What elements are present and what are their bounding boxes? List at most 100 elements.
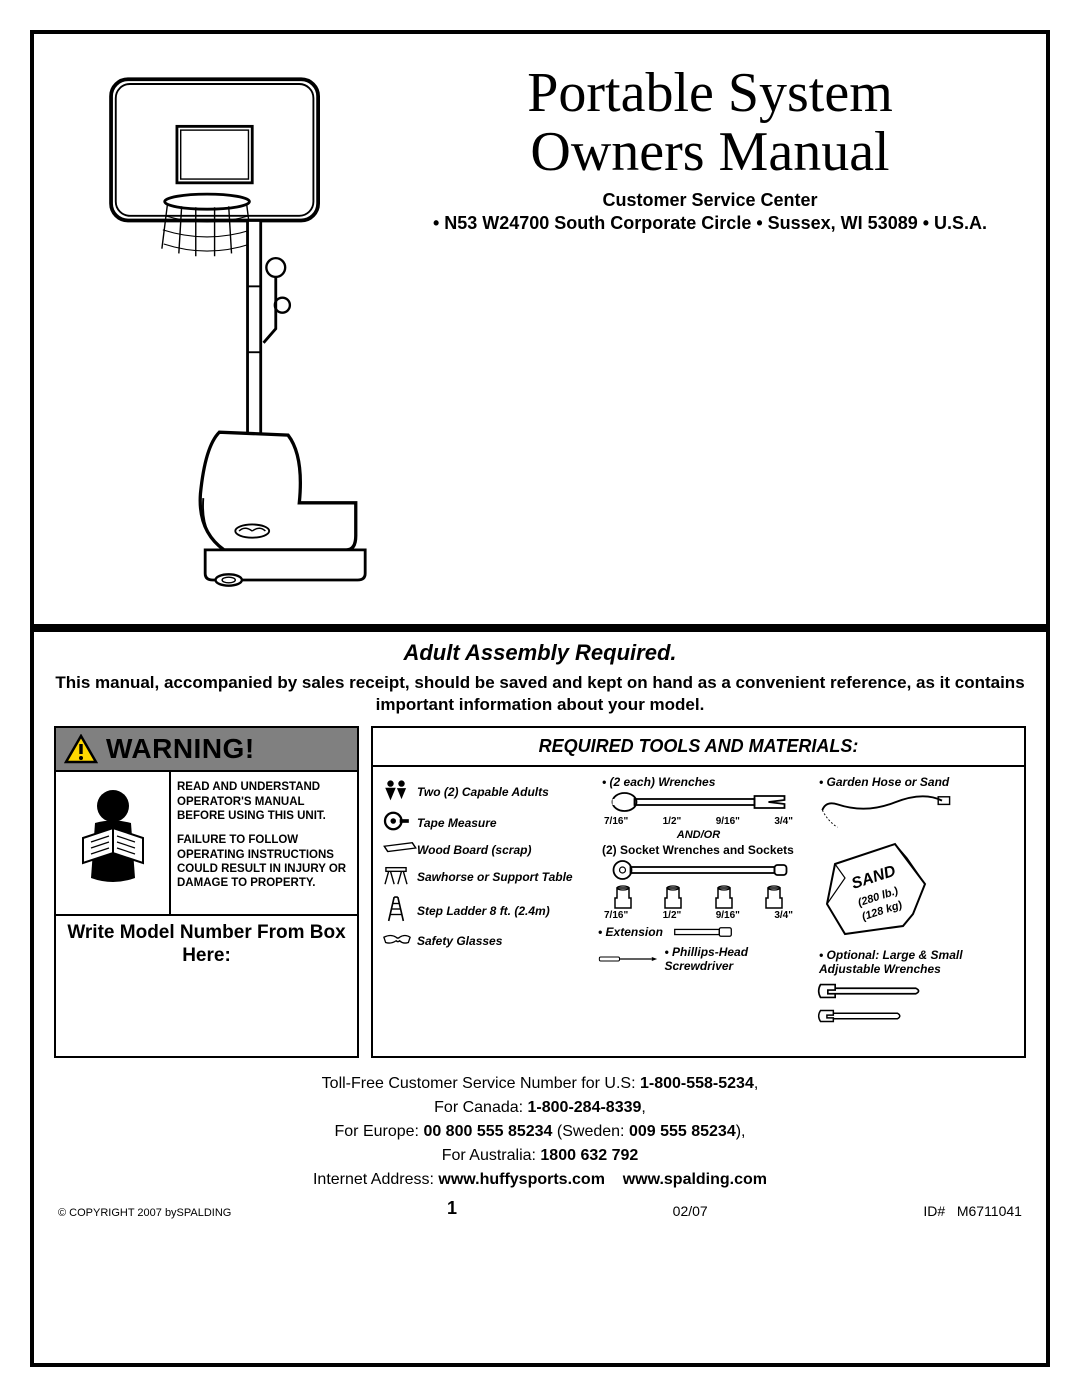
garden-hose-icon	[815, 793, 955, 831]
size-2a: 7/16"	[604, 910, 628, 921]
tool-phillips-label: • Phillips-Head Screwdriver	[665, 945, 800, 973]
phone-ca-line: For Canada: 1-800-284-8339,	[34, 1096, 1046, 1120]
sand-bag-illustration: SAND (280 lb.) (128 kg)	[815, 834, 935, 944]
tool-ladder: Step Ladder 8 ft. (2.4m)	[381, 895, 582, 926]
phone-au-line: For Australia: 1800 632 792	[34, 1144, 1046, 1168]
phone-au-prefix: For Australia:	[442, 1147, 541, 1164]
socket-wrench-icon	[598, 859, 799, 881]
optional-label: • Optional: Large & Small Adjustable Wre…	[819, 948, 1016, 976]
footer-date: 02/07	[673, 1203, 708, 1219]
warning-title: WARNING!	[106, 733, 255, 765]
wrenches-label: • (2 each) Wrenches	[602, 775, 799, 789]
warning-header: WARNING!	[56, 728, 357, 772]
phone-us-prefix: Toll-Free Customer Service Number for U.…	[322, 1075, 640, 1092]
warning-para-1: READ AND UNDERSTAND OPERATOR'S MANUAL BE…	[177, 780, 351, 823]
id-label: ID#	[923, 1203, 945, 1219]
tape-measure-icon	[381, 810, 411, 835]
socket-icon	[763, 884, 785, 910]
hoop-svg	[64, 44, 384, 604]
socket-icon	[662, 884, 684, 910]
warning-box: WARNING! READ AND UNDERSTAND OPERATOR'S …	[54, 726, 359, 1058]
size-2b: 1/2"	[663, 910, 682, 921]
wood-board-icon	[381, 841, 411, 858]
tool-tape: Tape Measure	[381, 810, 582, 835]
tool-extension-label: • Extension	[598, 925, 663, 939]
phone-us: 1-800-558-5234	[640, 1075, 754, 1092]
tool-sawhorse-label: Sawhorse or Support Table	[417, 870, 573, 884]
copyright-text: © COPYRIGHT 2007 bySPALDING	[58, 1207, 231, 1219]
socket-icon	[713, 884, 735, 910]
warning-icon-cell	[56, 772, 171, 914]
title-block: Portable System Owners Manual Customer S…	[394, 44, 1026, 624]
tools-col-3: • Garden Hose or Sand SAND (280 lb.) (12…	[807, 767, 1024, 1056]
size-2c: 9/16"	[716, 910, 740, 921]
warning-text-cell: READ AND UNDERSTAND OPERATOR'S MANUAL BE…	[171, 772, 357, 914]
tool-wood-label: Wood Board (scrap)	[417, 843, 531, 857]
ladder-icon	[381, 895, 411, 926]
tool-glasses-label: Safety Glasses	[417, 934, 502, 948]
boxes-row: WARNING! READ AND UNDERSTAND OPERATOR'S …	[34, 726, 1046, 1066]
phone-sw-prefix: (Sweden:	[552, 1123, 628, 1140]
id-value: M6711041	[957, 1203, 1022, 1219]
phone-ca: 1-800-284-8339	[528, 1099, 642, 1116]
read-manual-icon	[63, 778, 163, 908]
url-2: www.spalding.com	[623, 1171, 767, 1188]
footer-id: ID# M6711041	[923, 1203, 1022, 1219]
tool-wood: Wood Board (scrap)	[381, 841, 582, 858]
adjustable-wrench-large	[815, 980, 1016, 1005]
wrench-sizes-row-2: 7/16" 1/2" 9/16" 3/4"	[598, 910, 799, 921]
divider-bar	[34, 624, 1046, 632]
hose-label: • Garden Hose or Sand	[819, 775, 1016, 789]
sockets-row	[598, 884, 799, 910]
sawhorse-icon	[381, 864, 411, 889]
top-section: Portable System Owners Manual Customer S…	[34, 34, 1046, 624]
tools-col-1: Two (2) Capable Adults Tape Measure Wood…	[373, 767, 590, 1056]
adults-icon	[381, 779, 411, 804]
tools-box: REQUIRED TOOLS AND MATERIALS: Two (2) Ca…	[371, 726, 1026, 1058]
adjustable-wrench-small	[815, 1005, 1016, 1030]
warning-body: READ AND UNDERSTAND OPERATOR'S MANUAL BE…	[56, 772, 357, 916]
phone-eu: 00 800 555 85234	[423, 1123, 552, 1140]
title-line-2: Owners Manual	[394, 123, 1026, 182]
internet-line: Internet Address: www.huffysports.com ww…	[34, 1168, 1046, 1192]
phone-au: 1800 632 792	[540, 1147, 638, 1164]
wrench-sizes-row-1: 7/16" 1/2" 9/16" 3/4"	[598, 816, 799, 827]
tools-header: REQUIRED TOOLS AND MATERIALS:	[373, 728, 1024, 767]
phone-block: Toll-Free Customer Service Number for U.…	[34, 1066, 1046, 1194]
footer-row: © COPYRIGHT 2007 bySPALDING 1 02/07 ID# …	[34, 1194, 1046, 1227]
phone-ca-prefix: For Canada:	[434, 1099, 527, 1116]
tool-extension: • Extension	[598, 925, 799, 939]
tool-phillips: • Phillips-Head Screwdriver	[598, 945, 799, 973]
size-1d: 3/4"	[774, 816, 793, 827]
screwdriver-icon	[598, 953, 659, 965]
size-1a: 7/16"	[604, 816, 628, 827]
warning-para-2: FAILURE TO FOLLOW OPERATING INSTRUCTIONS…	[177, 833, 351, 891]
size-1c: 9/16"	[716, 816, 740, 827]
adj-wrench-icon	[815, 980, 925, 1002]
page-frame: Portable System Owners Manual Customer S…	[30, 30, 1050, 1367]
phone-sw-suffix: ),	[736, 1123, 746, 1140]
tools-col-2: • (2 each) Wrenches 7/16" 1/2" 9/16" 3/4…	[590, 767, 807, 1056]
extension-icon	[669, 926, 737, 938]
tools-grid: Two (2) Capable Adults Tape Measure Wood…	[373, 767, 1024, 1056]
title-line-1: Portable System	[394, 64, 1026, 123]
phone-sw: 009 555 85234	[629, 1123, 736, 1140]
tool-adults-label: Two (2) Capable Adults	[417, 785, 549, 799]
keep-manual-text: This manual, accompanied by sales receip…	[34, 672, 1046, 726]
basketball-hoop-illustration	[54, 44, 394, 624]
phone-eu-prefix: For Europe:	[335, 1123, 424, 1140]
wrench-icon	[598, 791, 799, 813]
phone-eu-line: For Europe: 00 800 555 85234 (Sweden: 00…	[34, 1120, 1046, 1144]
warning-triangle-icon	[64, 734, 98, 764]
tool-ladder-label: Step Ladder 8 ft. (2.4m)	[417, 904, 550, 918]
safety-glasses-icon	[381, 932, 411, 949]
socket-icon	[612, 884, 634, 910]
sockets-label: (2) Socket Wrenches and Sockets	[602, 843, 799, 857]
tool-glasses: Safety Glasses	[381, 932, 582, 949]
phone-us-line: Toll-Free Customer Service Number for U.…	[34, 1072, 1046, 1096]
csc-address: • N53 W24700 South Corporate Circle • Su…	[394, 213, 1026, 234]
url-1: www.huffysports.com	[438, 1171, 605, 1188]
adj-wrench-icon	[815, 1005, 925, 1027]
tool-adults: Two (2) Capable Adults	[381, 779, 582, 804]
model-number-input-area[interactable]	[56, 972, 357, 1056]
